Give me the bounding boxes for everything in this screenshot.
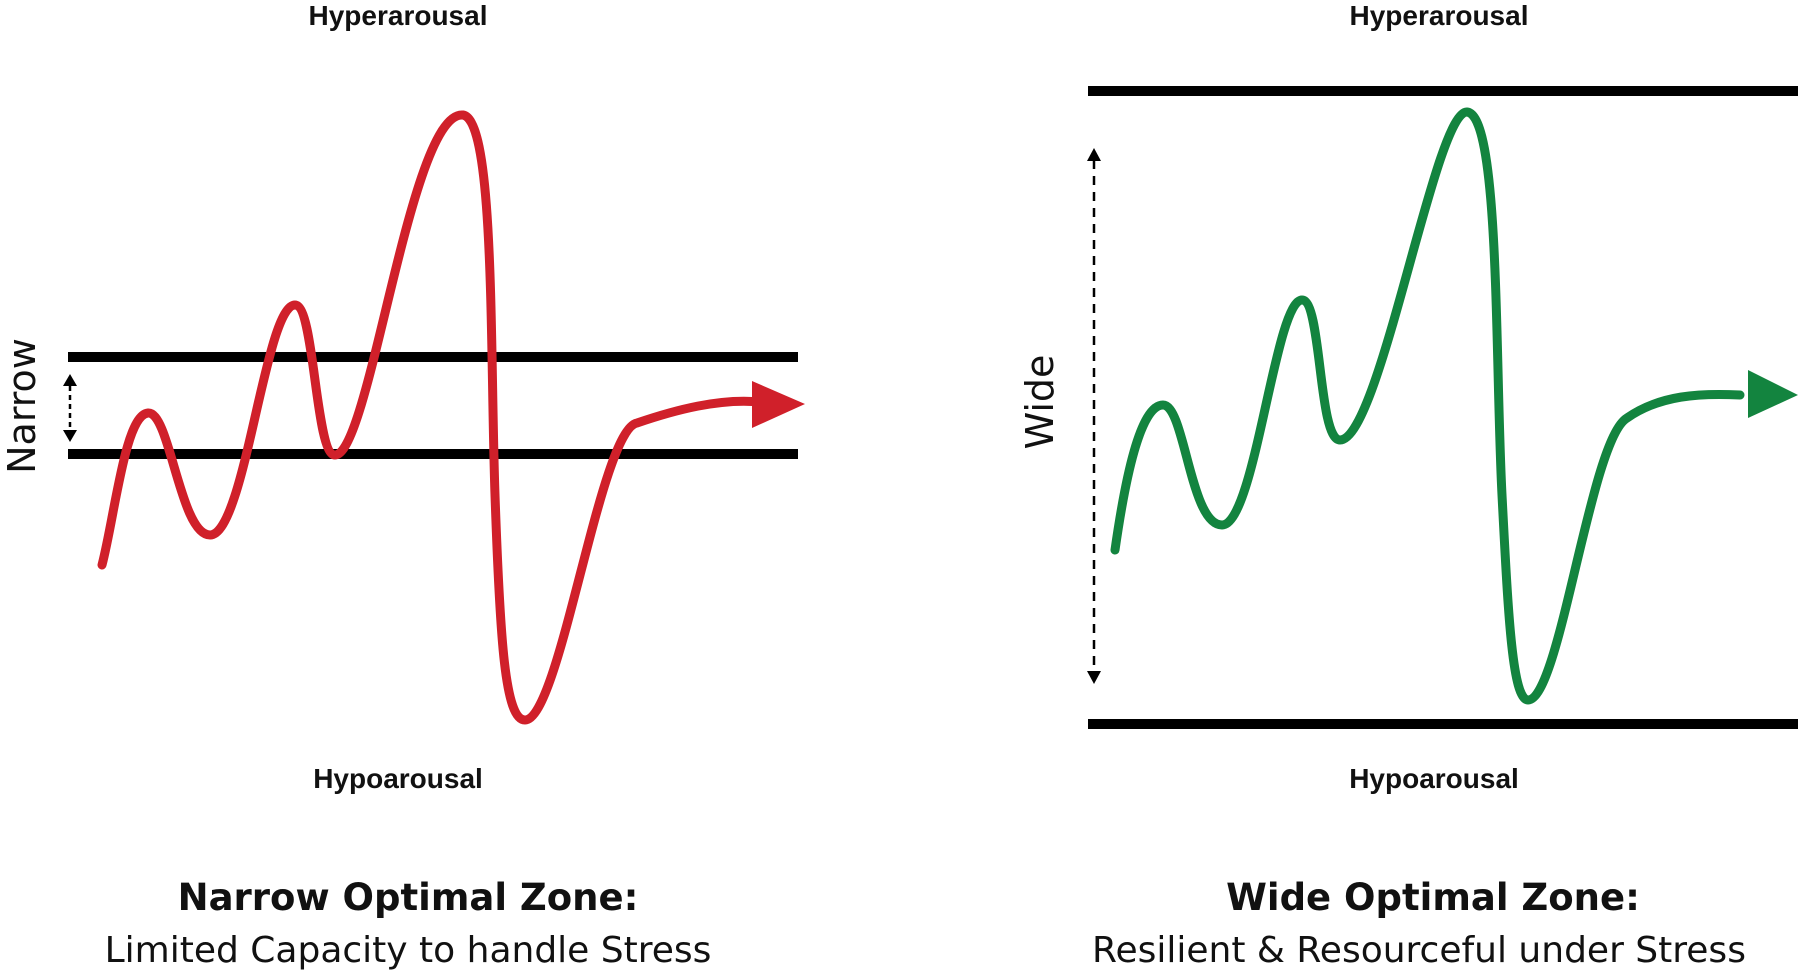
hyperarousal-label: Hyperarousal — [308, 0, 488, 31]
hyperarousal-label: Hyperarousal — [1349, 0, 1529, 31]
caption-subtitle: Resilient & Resourceful under Stress — [1092, 930, 1746, 971]
wide-side-label: Wide — [1018, 354, 1062, 450]
wide-zone-graphic — [1087, 86, 1798, 729]
narrow-side-label: Narrow — [0, 338, 44, 474]
wide-zone-diagram: Hyperarousal Hypoarousal Wide Wide Optim… — [900, 0, 1800, 978]
narrow-zone-diagram: Hyperarousal Hypoarousal Narrow Narrow O… — [0, 0, 805, 971]
caption-title: Narrow Optimal Zone: — [177, 876, 639, 919]
hypoarousal-label: Hypoarousal — [313, 763, 483, 794]
wide-width-arrow — [1087, 148, 1101, 684]
curve-arrowhead — [1748, 370, 1798, 418]
caption-subtitle: Limited Capacity to handle Stress — [104, 930, 712, 971]
curve-arrowhead — [752, 381, 805, 428]
hypoarousal-label: Hypoarousal — [1349, 763, 1519, 794]
arousal-curve — [1110, 107, 1745, 705]
narrow-width-arrow — [63, 374, 77, 442]
arousal-curve — [97, 110, 765, 725]
narrow-zone-graphic — [63, 110, 805, 725]
caption-title: Wide Optimal Zone: — [1226, 876, 1640, 919]
